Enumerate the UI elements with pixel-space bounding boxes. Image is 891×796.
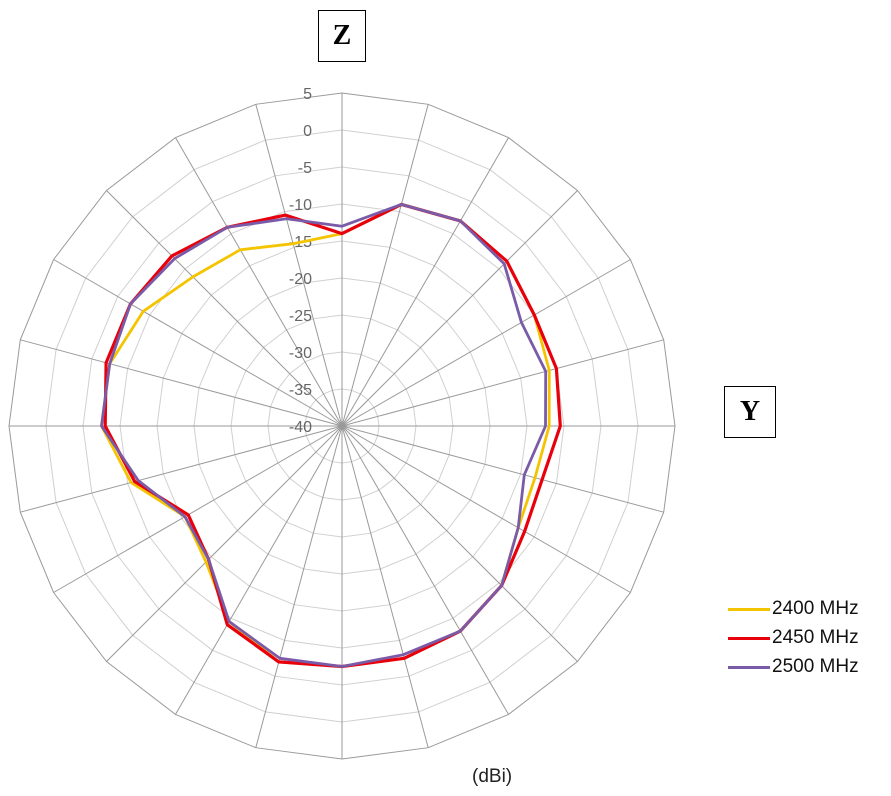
grid-spoke [341,425,631,593]
radial-tick-label: -25 [289,308,312,325]
y-axis-label: Y [724,386,776,438]
legend-item-2400: 2400 MHz [728,596,859,622]
radar-series [100,202,562,669]
z-axis-label: Z [318,10,366,62]
radar-grid [8,92,676,760]
legend-label: 2400 MHz [772,598,859,619]
radial-tick-label: -20 [289,271,312,288]
grid-spoke [53,425,343,593]
grid-spoke [175,137,343,427]
chart-legend: 2400 MHz 2450 MHz 2500 MHz [728,596,859,683]
grid-spoke [255,104,343,427]
grid-spoke [106,190,343,427]
legend-swatch [728,636,770,640]
legend-label: 2450 MHz [772,627,859,648]
unit-label: (dBi) [472,766,513,787]
grid-spoke [20,425,343,513]
legend-label: 2500 MHz [772,656,859,677]
legend-swatch [728,665,770,669]
radial-tick-label: 5 [303,86,312,103]
grid-spoke [341,425,578,662]
grid-spoke [341,425,509,715]
legend-item-2450: 2450 MHz [728,625,859,651]
radial-tick-label: 0 [303,123,312,140]
radial-tick-label: -10 [289,197,312,214]
grid-spoke [20,339,343,427]
grid-spoke [106,425,343,662]
series-line-2500-mhz [100,202,548,668]
radial-tick-label: -30 [289,345,312,362]
grid-spoke [53,259,343,427]
grid-spoke [175,425,343,715]
radial-tick-label: -35 [289,382,312,399]
radial-tick-labels: 50-5-10-15-20-25-30-35-40 [289,86,312,436]
radial-tick-label: -5 [298,160,312,177]
legend-item-2500: 2500 MHz [728,654,859,680]
grid-spoke [341,425,664,513]
grid-spoke [341,339,664,427]
grid-spoke [255,425,343,748]
radial-tick-label: -40 [289,419,312,436]
legend-swatch [728,607,770,611]
grid-spoke [341,190,578,427]
grid-spoke [341,104,429,427]
grid-spoke [341,259,631,427]
grid-spoke [341,137,509,427]
grid-spoke [341,425,429,748]
